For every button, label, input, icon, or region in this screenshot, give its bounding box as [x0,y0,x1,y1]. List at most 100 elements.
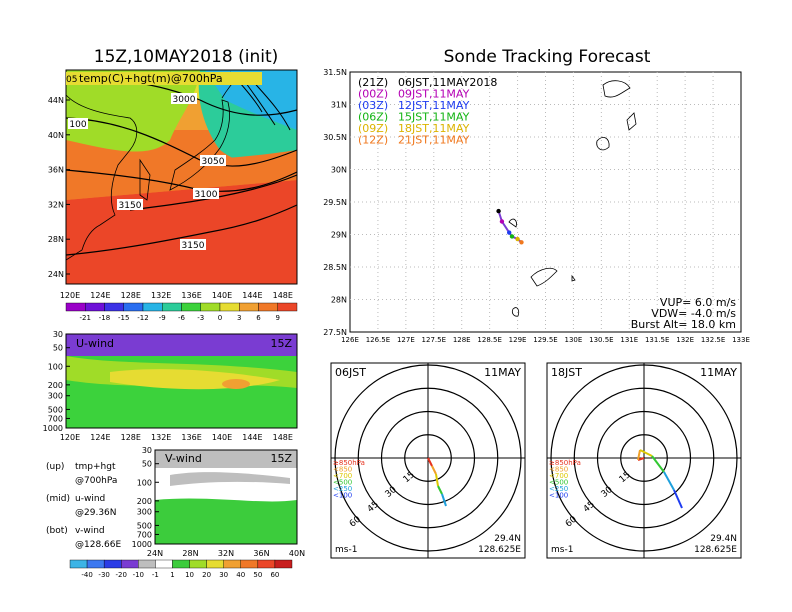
v-wind-label: V-wind [165,452,202,465]
v-wind-lat-ticks: 24N 28N 32N 36N 40N [147,549,305,558]
hodograph-unit: ms-1 [551,545,573,555]
track-lon-tick: 130E [565,336,583,344]
temp-colorbar-label: 6 [256,314,261,322]
wind-colorbar-label: 50 [253,571,262,579]
u-wind-label: U-wind [76,337,114,350]
track-point [499,219,505,224]
map-lon-tick: 136E [181,291,201,300]
wind-colorbar-label: 30 [219,571,228,579]
wind-colorbar-label: 40 [236,571,245,579]
hodograph-segment [637,449,641,461]
v-wind-lat-tick: 32N [218,549,234,558]
legend-value: u-wind [75,494,105,504]
u-wind-time: 15Z [270,337,292,350]
temp-color-swatch [277,302,298,312]
temp-colorbar-label: -9 [159,314,166,322]
pressure-tick: 1000 [132,540,152,549]
track-point [515,236,520,242]
pressure-tick: 100 [137,478,152,487]
u-wind-lon-tick: 124E [90,433,110,442]
pressure-tick: 1000 [43,424,63,433]
map-lat-tick: 36N [48,166,64,175]
legend-key: (bot) [46,526,68,536]
temp-color-swatch [123,302,144,312]
legend-value: @29.36N [75,508,117,518]
track-lat-tick: 28N [331,296,347,305]
hodograph-level-label: <700 [333,472,352,480]
track-lat-tick: 31N [331,101,347,110]
legend-value: tmp+hgt [75,462,116,472]
wind-color-swatch [189,559,207,569]
hodograph-segment [427,457,433,467]
legend-time: 18JST,11MAY [398,122,470,135]
contour-label-3000: 3000 [173,95,196,105]
u-wind-lon-tick: 120E [60,433,80,442]
track-param: Burst Alt= 18.0 km [631,318,736,331]
track-lon-tick: 133E [732,336,750,344]
hodograph-level-label: <500 [333,479,352,487]
track-point [506,230,512,235]
pressure-tick: 700 [137,530,152,539]
temp-color-swatch [142,302,163,312]
wind-colorbar-label: 10 [185,571,194,579]
legend-tag: (06Z) [358,111,388,124]
hodograph-level-label: <250 [333,485,352,493]
wind-colorbar-label: 60 [270,571,279,579]
track-param: VDW= -4.0 m/s [651,307,736,320]
wind-colorbar: -40 -30 -20 -10 -1 1 10 20 30 40 50 60 [69,559,293,579]
pressure-tick: 30 [53,330,63,339]
legend-value: v-wind [75,526,105,536]
v-wind-lat-tick: 28N [182,549,198,558]
legend-value: @700hPa [75,476,117,486]
wind-color-swatch [223,559,241,569]
track-lon-tick: 130.5E [589,336,613,344]
track-point [496,208,501,214]
wind-color-swatch [257,559,276,569]
temp-color-swatch [181,302,201,312]
u-wind-lon-tick: 136E [181,433,201,442]
legend-key: (mid) [46,494,70,504]
map-lat-tick: 32N [48,200,64,209]
u-wind-section [65,333,298,429]
map-lat-tick: 40N [48,131,64,140]
legend-key: (up) [46,462,64,472]
wind-color-swatch [155,559,173,569]
track-lon-tick: 132E [676,336,694,344]
temp-color-swatch [258,302,278,312]
track-lon-tick: 129.5E [533,336,557,344]
pressure-tick: 200 [48,381,63,390]
track-lon-tick: 131E [620,336,638,344]
track-lat-tick: 30.5N [323,133,347,142]
hodograph-level-label: <850 [333,466,352,474]
wind-colorbar-label: -40 [81,571,92,579]
u-wind-lon-tick: 128E [121,433,141,442]
track-lat-ticks: 31.5N 31N 30.5N 30N 29.5N 29N 28.5N 28N 27.5N [323,68,347,337]
map-label-prefix: 05 [66,75,77,85]
temp-colorbar-label: 3 [237,314,241,322]
hodograph-date: 11MAY [700,366,737,379]
hodograph-lon: 128.625E [478,545,521,555]
legend-tag: (03Z) [358,99,388,112]
track-lon-ticks: 126E 126.5E 127E 127.5E 128E 128.5E 129E 129.5E… [341,336,750,344]
track-lon-tick: 127E [397,336,415,344]
temperature-colorbar: -21 -18 -15 -12 -9 -6 -3 0 3 6 9 [65,302,298,322]
temp-colorbar-label: -12 [137,314,148,322]
wind-color-swatch [240,559,259,569]
u-wind-lon-tick: 144E [242,433,262,442]
contour-label-3150b: 3150 [182,241,205,251]
track-lat-tick: 30N [331,166,347,175]
u-wind-lon-tick: 140E [212,433,232,442]
hodograph-level-label: <100 [549,492,568,500]
contour-labels: 3000 3050 3100 3150 3150 100 [68,93,226,251]
legend-time: 21JST,11MAY [398,134,470,147]
v-wind-lat-tick: 36N [253,549,269,558]
wind-color-swatch [138,559,156,569]
hodograph-time: 06JST [335,366,366,379]
hodograph-time: 18JST [551,366,582,379]
wind-color-swatch [172,559,190,569]
contour-label-100: 100 [69,120,86,130]
hodograph-segment [437,485,443,495]
hodograph-unit: ms-1 [335,545,357,555]
